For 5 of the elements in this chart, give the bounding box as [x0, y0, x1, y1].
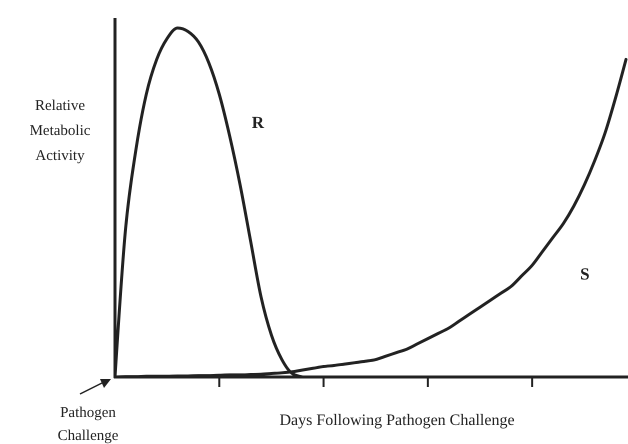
text: S — [580, 264, 590, 284]
y-axis-title: Relative Metabolic Activity — [30, 98, 91, 164]
series-label: R — [252, 113, 265, 132]
x-axis-title: Days Following Pathogen Challenge — [279, 412, 515, 429]
text: Pathogen Challenge — [58, 405, 119, 444]
